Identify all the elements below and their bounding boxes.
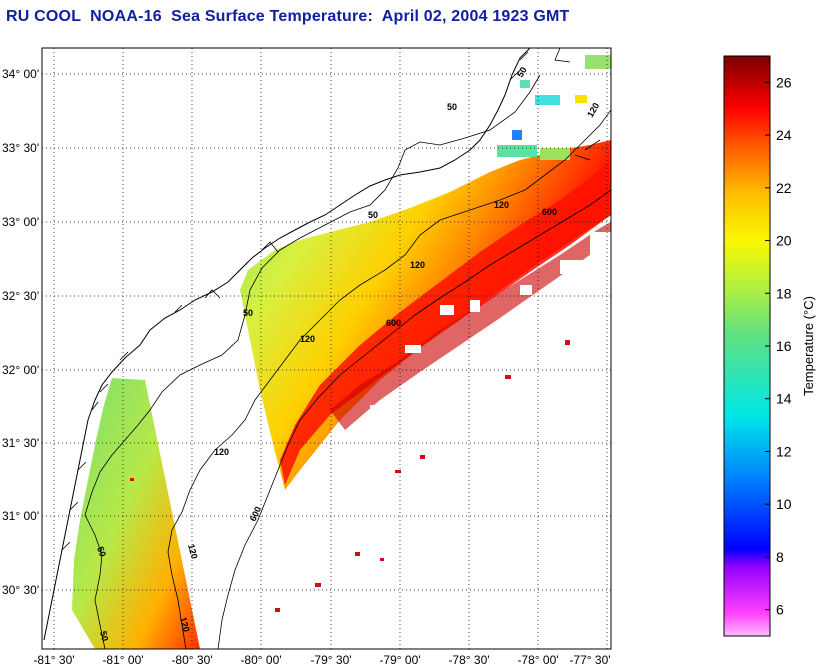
lon-label: -78° 00' — [517, 653, 558, 667]
isobath-50 — [84, 74, 541, 649]
lat-label: 32° 30' — [2, 289, 39, 303]
isobath-label-600-a: 600 — [542, 207, 557, 217]
colorbar-tick-label: 20 — [776, 233, 792, 249]
isobath-label-120-g: 120 — [178, 616, 192, 633]
lon-label: -80° 00' — [240, 653, 281, 667]
sst-swath-west — [72, 378, 200, 649]
colorbar-tick-label: 14 — [776, 391, 792, 407]
graticule — [42, 48, 611, 649]
isobath-label-120-e: 120 — [214, 447, 229, 457]
isobath-label-50-c: 50 — [368, 210, 378, 220]
lon-label: -79° 00' — [379, 653, 420, 667]
colorbar-tick-label: 22 — [776, 180, 792, 196]
lat-label: 30° 30' — [2, 583, 39, 597]
lat-label: 31° 30' — [2, 436, 39, 450]
isobath-label-50-b: 50 — [515, 65, 529, 79]
isobath-label-120-d: 120 — [300, 334, 315, 344]
isobath-label-50-d: 50 — [243, 308, 253, 318]
isobath-label-50-a: 50 — [447, 102, 457, 112]
lon-label: -80° 30' — [171, 653, 212, 667]
sst-warm-core — [280, 160, 611, 485]
isobath-600 — [217, 189, 611, 649]
isobath-label-50-e: 50 — [95, 545, 108, 558]
colorbar-tick-label: 26 — [776, 74, 792, 90]
colorbar-tick-label: 18 — [776, 285, 792, 301]
colorbar-tick-label: 10 — [776, 496, 792, 512]
lat-label: 32° 00' — [2, 363, 39, 377]
coastline — [43, 48, 531, 641]
lat-label: 33° 30' — [2, 141, 39, 155]
colorbar-tick-label: 16 — [776, 338, 792, 354]
isobath-120 — [167, 109, 611, 649]
lat-labels: 34° 00' 33° 30' 33° 00' 32° 30' 32° 00' … — [2, 67, 39, 597]
lat-label: 33° 00' — [2, 215, 39, 229]
colorbar-gradient — [723, 55, 771, 637]
colorbar-tick-label: 8 — [776, 549, 784, 565]
colorbar-tick-label: 12 — [776, 443, 792, 459]
lat-label: 31° 00' — [2, 509, 39, 523]
cloud-gaps — [300, 232, 611, 490]
isobath-label-120-c: 120 — [410, 260, 425, 270]
isobath-label-120-f: 120 — [186, 543, 200, 560]
isobath-label-120-b: 120 — [494, 200, 509, 210]
colorbar: 26 24 22 20 18 16 14 12 10 8 6 Temperature (°C) — [723, 55, 816, 637]
lon-label: -81° 00' — [102, 653, 143, 667]
coastline-detail — [61, 48, 601, 551]
lon-labels: -81° 30' -81° 00' -80° 30' -80° 00' -79°… — [33, 653, 610, 667]
isobath-label-600-b: 600 — [386, 318, 401, 328]
lon-label: -78° 30' — [448, 653, 489, 667]
lon-label: -79° 30' — [310, 653, 351, 667]
lat-label: 34° 00' — [2, 67, 39, 81]
colorbar-tick-label: 24 — [776, 127, 792, 143]
colorbar-title: Temperature (°C) — [801, 296, 816, 396]
lon-label: -81° 30' — [33, 653, 74, 667]
sst-hot-strip — [330, 222, 611, 430]
colorbar-tick-label: 6 — [776, 602, 784, 618]
lon-label: -77° 30' — [569, 653, 610, 667]
sst-scatter — [130, 340, 570, 612]
map-title: RU COOL NOAA-16 Sea Surface Temperature:… — [6, 8, 570, 25]
isobath-label-50-f: 50 — [98, 630, 110, 642]
